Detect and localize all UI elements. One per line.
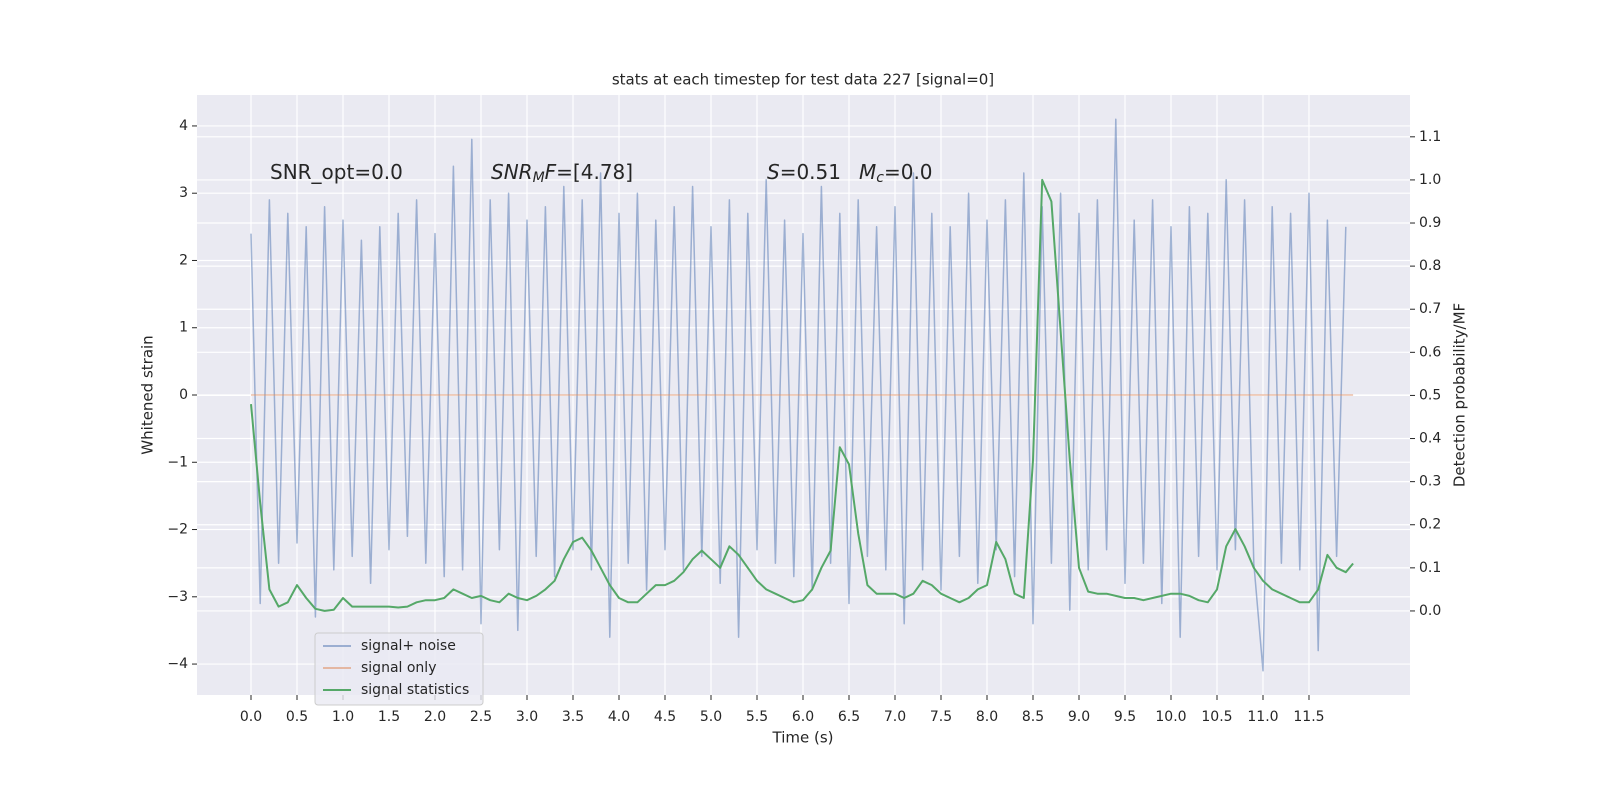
y-tick-label: −3 [167,589,188,605]
y2-tick-label: 0.1 [1419,560,1441,576]
legend-box [314,632,484,706]
x-tick-label: 3.5 [562,709,584,725]
x-tick-label: 11.0 [1247,709,1278,725]
annotation-part: S [767,160,780,184]
y-tick-label: 1 [179,320,188,336]
x-tick-label: 9.5 [1114,709,1136,725]
annotation-part: =0.51 [780,160,841,184]
annotation: SNR_opt=0.0 [270,160,403,184]
legend-label: signal+ noise [361,638,456,654]
x-tick-label: 5.0 [700,709,722,725]
x-tick-label: 2.5 [470,709,492,725]
x-tick-label: 1.0 [332,709,354,725]
y2-tick-label: 0.0 [1419,603,1441,619]
annotation-part: SNR_opt=0.0 [270,160,403,184]
y-tick-label: −4 [167,656,188,672]
y2-tick-label: 0.8 [1419,258,1441,274]
y-axis-label: Whitened strain [139,335,157,454]
x-tick-label: 11.5 [1293,709,1324,725]
x-tick-label: 6.5 [838,709,860,725]
y2-tick-label: 0.7 [1419,301,1441,317]
y-tick-label: 4 [179,118,188,134]
x-tick-label: 6.0 [792,709,814,725]
annotation-part: c [876,170,884,186]
y2-tick-label: 0.9 [1419,215,1441,231]
y2-tick-label: 0.4 [1419,431,1441,447]
line-series [250,118,1347,672]
annotation: SNRMF=[4.78] [491,160,633,187]
x-tick-label: 7.0 [884,709,906,725]
x-tick-label: 7.5 [930,709,952,725]
y-tick-label: 2 [179,252,188,268]
y2-tick-label: 0.2 [1419,517,1441,533]
x-tick-label: 10.5 [1201,709,1232,725]
x-tick-label: 3.0 [516,709,538,725]
y2-tick-label: 1.1 [1419,129,1441,145]
y2-tick-label: 0.3 [1419,474,1441,490]
x-tick-label: 9.0 [1068,709,1090,725]
annotation: S=0.51 [767,160,841,184]
x-tick-label: 5.5 [746,709,768,725]
x-tick-label: 10.0 [1155,709,1186,725]
y-tick-label: −1 [167,454,188,470]
legend-label: signal only [361,660,436,676]
x-tick-label: 1.5 [378,709,400,725]
y-tick-label: −2 [167,522,188,538]
annotation-part: M [859,160,876,184]
annotation-part: F [545,160,557,184]
annotation-part: =0.0 [884,160,933,184]
y-tick-label: 0 [179,387,188,403]
y-tick-label: 3 [179,185,188,201]
x-tick-label: 8.5 [1022,709,1044,725]
y2-axis-label: Detection probability/MF [1451,303,1469,487]
x-tick-label: 8.0 [976,709,998,725]
x-tick-label: 2.0 [424,709,446,725]
annotation-part: M [533,170,545,186]
x-axis-label: Time (s) [772,729,834,747]
annotation: Mc=0.0 [859,160,933,187]
y2-tick-label: 0.5 [1419,387,1441,403]
line-series [250,178,1354,612]
labels: 0.0 0.5 1.0 1.5 2.0 2.5 3.0 3.5 4.0 4.5 5.0 5.5 6.0 6… [167,118,1441,725]
annotation-part: =[4.78] [556,160,633,184]
legend-label: signal statistics [361,682,469,698]
x-tick-label: 0.5 [286,709,308,725]
x-tick-label: 4.0 [608,709,630,725]
annotation-part: SNR [491,160,533,184]
marks [250,118,1354,672]
chart-title: stats at each timestep for test data 227… [612,71,994,89]
y2-tick-label: 1.0 [1419,172,1441,188]
x-tick-label: 0.0 [240,709,262,725]
y2-tick-label: 0.6 [1419,344,1441,360]
x-tick-label: 4.5 [654,709,676,725]
